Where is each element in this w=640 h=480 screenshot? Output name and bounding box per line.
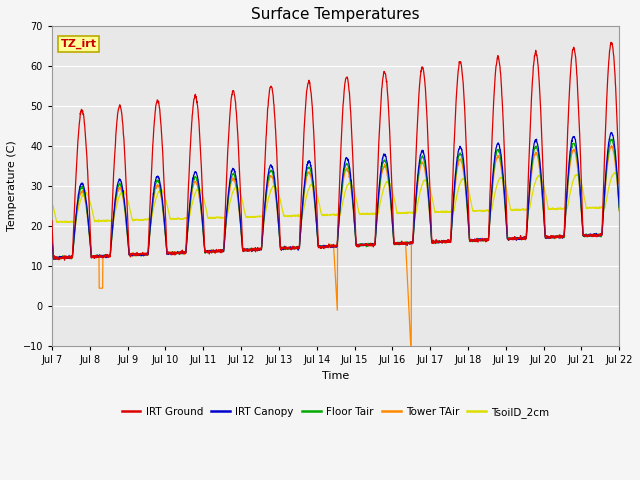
Tower TAir xyxy=(607,143,615,149)
IRT Ground xyxy=(566,90,573,96)
Floor Tair xyxy=(501,197,509,203)
TsoilD_2cm xyxy=(611,170,618,176)
IRT Ground xyxy=(353,243,360,249)
Tower TAir xyxy=(566,168,573,174)
IRT Ground xyxy=(501,159,509,165)
Tower TAir xyxy=(352,240,360,246)
IRT Ground xyxy=(581,231,589,237)
TsoilD_2cm xyxy=(365,211,372,217)
TsoilD_2cm xyxy=(48,199,56,205)
X-axis label: Time: Time xyxy=(322,371,349,381)
Line: IRT Canopy: IRT Canopy xyxy=(52,132,620,259)
Line: TsoilD_2cm: TsoilD_2cm xyxy=(52,173,620,223)
IRT Canopy xyxy=(207,248,214,254)
TsoilD_2cm xyxy=(501,180,509,186)
IRT Canopy xyxy=(581,232,589,238)
IRT Canopy xyxy=(52,256,60,262)
Floor Tair xyxy=(53,256,61,262)
Floor Tair xyxy=(353,242,360,248)
IRT Ground xyxy=(48,217,56,223)
IRT Ground xyxy=(365,242,372,248)
Floor Tair xyxy=(581,233,589,239)
Floor Tair xyxy=(48,236,56,242)
Tower TAir xyxy=(501,200,509,205)
Tower TAir xyxy=(365,242,372,248)
Floor Tair xyxy=(609,136,616,142)
IRT Canopy xyxy=(608,130,616,135)
Tower TAir xyxy=(616,208,623,214)
IRT Canopy xyxy=(48,237,56,242)
IRT Canopy xyxy=(353,242,360,248)
Floor Tair xyxy=(616,207,623,213)
IRT Canopy xyxy=(616,204,623,210)
Tower TAir xyxy=(407,351,415,357)
TsoilD_2cm xyxy=(207,215,214,221)
Floor Tair xyxy=(566,163,573,169)
TsoilD_2cm xyxy=(566,194,573,200)
Tower TAir xyxy=(206,248,214,254)
Tower TAir xyxy=(581,234,589,240)
IRT Canopy xyxy=(365,242,372,248)
Line: IRT Ground: IRT Ground xyxy=(52,42,620,260)
TsoilD_2cm xyxy=(581,200,589,205)
Legend: IRT Ground, IRT Canopy, Floor Tair, Tower TAir, TsoilD_2cm: IRT Ground, IRT Canopy, Floor Tair, Towe… xyxy=(118,403,554,422)
Y-axis label: Temperature (C): Temperature (C) xyxy=(7,141,17,231)
Floor Tair xyxy=(365,240,372,246)
IRT Ground xyxy=(207,249,214,254)
Line: Tower TAir: Tower TAir xyxy=(52,146,620,354)
IRT Ground xyxy=(616,181,623,187)
Line: Floor Tair: Floor Tair xyxy=(52,139,620,259)
Floor Tair xyxy=(207,248,214,254)
TsoilD_2cm xyxy=(616,181,623,187)
TsoilD_2cm xyxy=(53,220,61,226)
TsoilD_2cm xyxy=(353,196,360,202)
IRT Ground xyxy=(607,39,615,45)
Text: TZ_irt: TZ_irt xyxy=(60,39,97,49)
IRT Canopy xyxy=(566,157,573,163)
Title: Surface Temperatures: Surface Temperatures xyxy=(252,7,420,22)
IRT Ground xyxy=(61,257,68,263)
IRT Canopy xyxy=(501,193,509,199)
Tower TAir xyxy=(48,239,56,244)
